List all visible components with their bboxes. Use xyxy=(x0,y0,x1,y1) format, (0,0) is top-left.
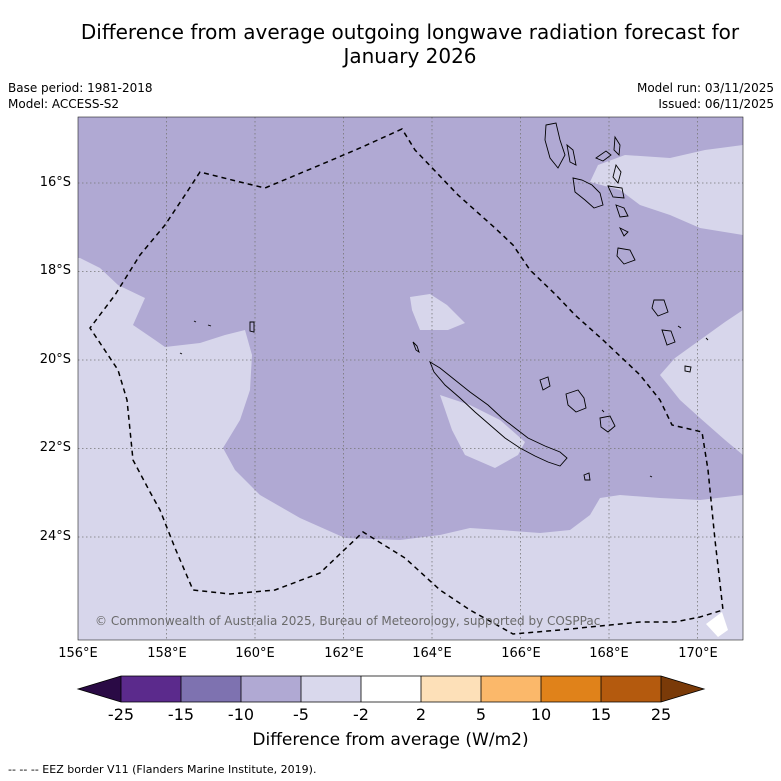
anomaly-medium-region xyxy=(78,117,743,540)
lat-label-20s: 20°S xyxy=(39,352,71,367)
lat-label-18s: 18°S xyxy=(39,263,71,278)
issued-date: Issued: 06/11/2025 xyxy=(658,97,774,111)
eez-footnote: -- -- -- EEZ border V11 (Flanders Marine… xyxy=(8,763,317,776)
vanuatu-coast xyxy=(544,122,566,169)
colorbar-title: Difference from average (W/m2) xyxy=(252,730,529,750)
colorbar-tick-neg5: -5 xyxy=(293,705,309,724)
anomaly-light-pocket-north xyxy=(410,294,465,330)
copyright-notice: © Commonwealth of Australia 2025, Bureau… xyxy=(95,614,601,628)
colorbar-tick-2: 2 xyxy=(415,705,427,724)
metadata-left: Base period: 1981-2018 Model: ACCESS-S2 xyxy=(8,80,153,112)
colorbar-tick-neg15: -15 xyxy=(167,705,195,724)
lon-label-160e: 160°E xyxy=(235,646,275,661)
map-frame xyxy=(77,116,744,641)
colorbar-tick-15: 15 xyxy=(590,705,612,724)
loyalty-islands-coast xyxy=(539,376,551,391)
colorbar-tick-25: 25 xyxy=(650,705,672,724)
lon-label-156e: 156°E xyxy=(58,646,98,661)
colorbar-tick-neg2: -2 xyxy=(353,705,369,724)
chart-title: Difference from average outgoing longwav… xyxy=(0,20,781,68)
colorbar-tick-10: 10 xyxy=(530,705,552,724)
lon-label-168e: 168°E xyxy=(589,646,629,661)
lon-label-158e: 158°E xyxy=(147,646,187,661)
anomaly-neutral-patch xyxy=(706,612,728,637)
title-line-2: January 2026 xyxy=(343,44,477,68)
lon-label-164e: 164°E xyxy=(412,646,452,661)
new-caledonia-coast xyxy=(429,360,568,467)
colorbar-tick-neg25: -25 xyxy=(107,705,135,724)
coastlines xyxy=(179,122,709,481)
metadata-right: Model run: 03/11/2025 Issued: 06/11/2025 xyxy=(637,80,774,112)
model-run: Model run: 03/11/2025 xyxy=(636,81,774,95)
model-name: Model: ACCESS-S2 xyxy=(8,97,120,111)
title-line-1: Difference from average outgoing longwav… xyxy=(80,20,740,44)
lon-label-170e: 170°E xyxy=(678,646,718,661)
lat-label-22s: 22°S xyxy=(39,440,71,455)
graticule xyxy=(78,117,743,640)
base-period: Base period: 1981-2018 xyxy=(8,81,153,95)
anomaly-light-pocket-newcal xyxy=(440,395,525,468)
lat-label-16s: 16°S xyxy=(39,175,71,190)
colorbar-tick-5: 5 xyxy=(475,705,487,724)
lat-label-24s: 24°S xyxy=(39,529,71,544)
lon-label-166e: 166°E xyxy=(501,646,541,661)
colorbar-tick-neg10: -10 xyxy=(227,705,255,724)
lon-label-162e: 162°E xyxy=(324,646,364,661)
map-area xyxy=(78,117,743,640)
